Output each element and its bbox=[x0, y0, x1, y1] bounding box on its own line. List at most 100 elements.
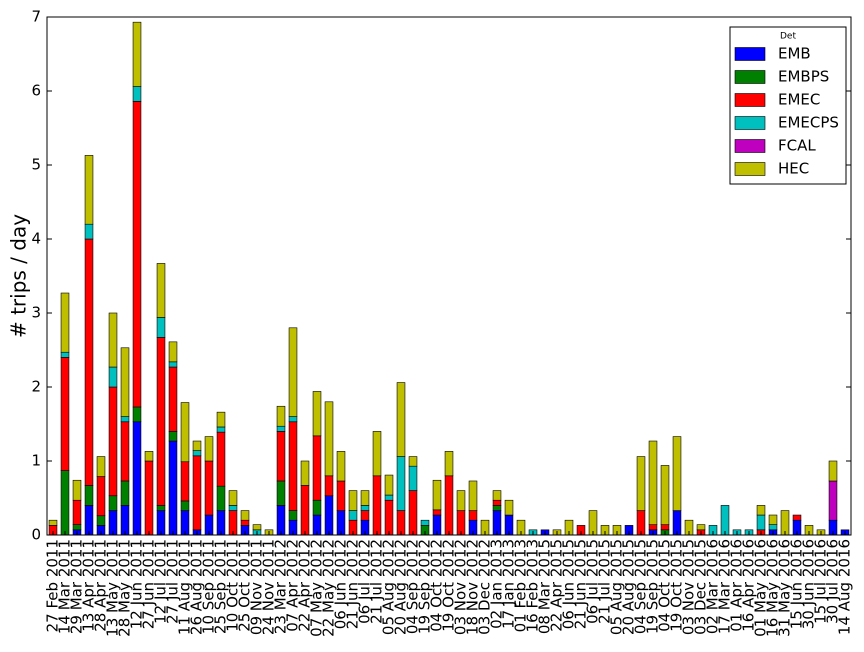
bar-segment bbox=[180, 461, 190, 502]
bar-segment bbox=[300, 460, 310, 486]
bar-segment bbox=[180, 500, 190, 511]
bar-segment bbox=[276, 505, 286, 536]
bar-segment bbox=[372, 431, 382, 477]
legend-label: FCAL bbox=[778, 137, 816, 155]
legend-label: EMBPS bbox=[778, 68, 829, 86]
x-tick-label: 14 Aug 2016 bbox=[836, 539, 854, 635]
x-tick-label: 06 Jul 2012 bbox=[356, 539, 374, 624]
x-tick-label: 09 Nov 2011 bbox=[248, 539, 266, 635]
x-tick-label: 16 May 2016 bbox=[764, 539, 782, 637]
legend-swatch bbox=[734, 70, 766, 84]
bar-segment bbox=[192, 450, 202, 457]
x-tick-label: 29 Mar 2011 bbox=[68, 539, 86, 634]
legend-swatch bbox=[734, 116, 766, 130]
bar-segment bbox=[324, 495, 334, 536]
bar-segment bbox=[132, 21, 142, 87]
bar-segment bbox=[696, 524, 706, 531]
bar-segment bbox=[432, 479, 442, 511]
x-tick-label: 16 Feb 2013 bbox=[524, 539, 542, 632]
bar-segment bbox=[108, 495, 118, 511]
bar-segment bbox=[108, 366, 118, 388]
bar-segment bbox=[108, 312, 118, 368]
bar-segment bbox=[492, 499, 502, 506]
bar-segment bbox=[720, 505, 730, 536]
bar-segment bbox=[84, 155, 94, 225]
bar-segment bbox=[72, 479, 82, 501]
bar-segment bbox=[204, 436, 214, 462]
bar-segment bbox=[444, 451, 454, 477]
x-tick-label: 10 Sep 2011 bbox=[200, 539, 218, 634]
y-tick-label: 6 bbox=[31, 82, 41, 100]
bar-segment bbox=[168, 361, 178, 368]
x-tick-label: 25 Oct 2011 bbox=[236, 539, 254, 632]
x-tick-label: 15 Jun 2016 bbox=[788, 539, 806, 629]
bar-segment bbox=[240, 510, 250, 521]
bar-segment bbox=[408, 465, 418, 491]
x-tick-label: 03 Nov 2015 bbox=[680, 539, 698, 635]
bar-segment bbox=[312, 391, 322, 437]
bar-segment bbox=[216, 411, 226, 428]
bar-segment bbox=[648, 524, 658, 531]
bar-segment bbox=[336, 451, 346, 482]
bar-segment bbox=[768, 524, 778, 531]
bar-segment bbox=[60, 292, 70, 353]
bar-segment bbox=[156, 263, 166, 318]
plot-frame bbox=[46, 16, 852, 536]
x-tick-label: 04 Sep 2012 bbox=[404, 539, 422, 634]
legend-label: EMB bbox=[778, 45, 811, 63]
legend-swatch bbox=[734, 47, 766, 61]
bar-segment bbox=[468, 510, 478, 521]
bar-segment bbox=[96, 515, 106, 526]
y-axis-label: # trips / day bbox=[7, 214, 31, 338]
x-tick-label: 04 Sep 2015 bbox=[632, 539, 650, 634]
bar-segment bbox=[636, 456, 646, 511]
bar-segment bbox=[216, 485, 226, 511]
bar-segment bbox=[60, 351, 70, 358]
bar-segment bbox=[108, 386, 118, 497]
x-tick-label: 01 Feb 2013 bbox=[512, 539, 530, 632]
bar-segment bbox=[360, 505, 370, 511]
x-tick-label: 03 Dec 2012 bbox=[476, 539, 494, 635]
bar-segment bbox=[84, 505, 94, 536]
x-tick-label: 18 Nov 2012 bbox=[464, 539, 482, 635]
bar-segment bbox=[132, 101, 142, 408]
bar-segment bbox=[288, 510, 298, 521]
x-tick-label: 27 Jun 2011 bbox=[140, 539, 158, 629]
bar-segment bbox=[432, 509, 442, 516]
bar-segment bbox=[156, 337, 166, 506]
x-tick-label: 17 Jan 2013 bbox=[500, 539, 518, 629]
x-tick-label: 21 Jul 2012 bbox=[368, 539, 386, 624]
x-tick-label: 04 Oct 2012 bbox=[428, 539, 446, 632]
bar-segment bbox=[156, 317, 166, 338]
bar-segment bbox=[120, 421, 130, 482]
bar-segment bbox=[360, 510, 370, 521]
y-tick-label: 1 bbox=[31, 452, 41, 470]
x-tick-label: 03 Nov 2012 bbox=[452, 539, 470, 635]
bar-segment bbox=[324, 401, 334, 477]
bar-segment bbox=[132, 421, 142, 536]
x-tick-label: 27 Jul 2011 bbox=[164, 539, 182, 624]
bar-segment bbox=[156, 505, 166, 511]
bar-segment bbox=[120, 480, 130, 506]
bar-segment bbox=[168, 341, 178, 363]
bar-segment bbox=[84, 238, 94, 486]
bar-segment bbox=[288, 421, 298, 511]
legend-label: HEC bbox=[778, 160, 809, 178]
bar-segment bbox=[756, 514, 766, 531]
bar-segment bbox=[792, 514, 802, 521]
bar-segment bbox=[192, 440, 202, 451]
x-tick-label: 11 Aug 2011 bbox=[176, 539, 194, 635]
bar-segment bbox=[384, 474, 394, 496]
x-tick-label: 28 May 2011 bbox=[116, 539, 134, 637]
bar-segment bbox=[420, 519, 430, 526]
bar-segment bbox=[276, 480, 286, 506]
x-tick-label: 23 Mar 2012 bbox=[272, 539, 290, 634]
legend-swatch bbox=[734, 93, 766, 107]
x-tick-label: 19 Sep 2015 bbox=[644, 539, 662, 634]
x-tick-label: 02 Mar 2016 bbox=[704, 539, 722, 634]
bar-segment bbox=[120, 347, 130, 417]
bar-segment bbox=[72, 499, 82, 525]
y-tick-label: 0 bbox=[31, 526, 41, 544]
bar-segment bbox=[96, 456, 106, 477]
x-tick-label: 20 Aug 2012 bbox=[392, 539, 410, 635]
